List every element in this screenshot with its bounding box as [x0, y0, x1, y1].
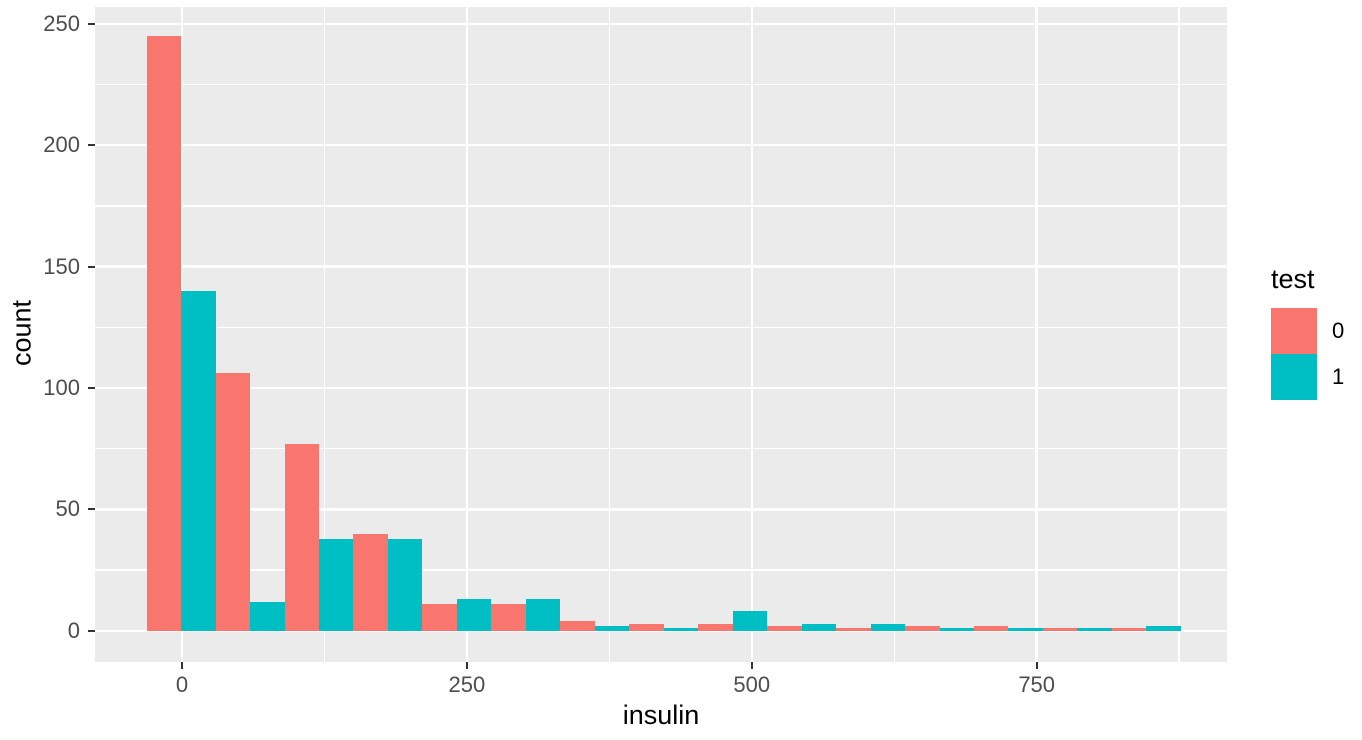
major-gridline-x	[1035, 7, 1038, 662]
histogram-bar	[870, 623, 906, 631]
legend-key-swatch	[1271, 308, 1317, 354]
minor-gridline-x	[323, 7, 326, 662]
x-axis-title: insulin	[622, 700, 700, 730]
histogram-bar	[905, 626, 940, 631]
x-tick-label: 250	[448, 672, 486, 697]
histogram-bar	[974, 626, 1009, 631]
y-tick-label: 50	[55, 496, 80, 522]
legend-item: 1	[1271, 354, 1362, 400]
x-tick-mark	[750, 662, 753, 669]
x-tick-mark	[465, 662, 468, 669]
y-tick-label: 150	[43, 253, 80, 279]
y-tick-label: 100	[43, 375, 80, 401]
histogram-bar	[836, 628, 871, 631]
major-gridline-y	[95, 629, 1227, 633]
y-tick-mark	[88, 387, 95, 390]
x-tick-label: 500	[733, 672, 771, 697]
minor-gridline-y	[95, 205, 1227, 207]
histogram-bar	[698, 623, 733, 631]
histogram-bar	[767, 626, 802, 631]
histogram-bar	[284, 443, 319, 631]
x-tick-mark	[180, 662, 183, 669]
minor-gridline-y	[95, 448, 1227, 450]
x-tick-label: 0	[175, 672, 189, 697]
major-gridline-y	[95, 386, 1227, 390]
y-tick-mark	[88, 629, 95, 632]
x-tick-label: 750	[1018, 672, 1056, 697]
histogram-bar	[181, 290, 216, 631]
histogram-bar	[1077, 628, 1112, 631]
major-gridline-x	[465, 7, 469, 662]
minor-gridline-y	[95, 569, 1227, 571]
major-gridline-y	[95, 508, 1227, 511]
histogram-bar	[1146, 626, 1181, 631]
legend-item: 0	[1271, 308, 1362, 354]
histogram-bar	[491, 604, 526, 631]
histogram-bar	[353, 533, 388, 631]
histogram-bar	[250, 601, 285, 631]
y-tick-mark	[88, 144, 95, 147]
major-gridline-y	[95, 143, 1227, 147]
x-tick-mark	[1035, 662, 1038, 669]
plot-panel	[95, 7, 1227, 662]
histogram-bar	[629, 623, 664, 631]
histogram-bar	[318, 538, 354, 631]
y-tick-mark	[88, 265, 95, 268]
histogram-bar	[525, 599, 561, 631]
histogram-bar	[1111, 628, 1147, 631]
minor-gridline-x	[1178, 7, 1180, 662]
legend-key-swatch	[1271, 354, 1317, 400]
legend-label: 0	[1332, 318, 1345, 343]
major-gridline-x	[750, 7, 754, 662]
histogram-bar	[801, 623, 837, 631]
histogram-bar	[939, 628, 974, 631]
legend-title: test	[1271, 264, 1315, 294]
legend-label: 1	[1332, 364, 1345, 389]
minor-gridline-x	[893, 7, 895, 662]
y-tick-label: 250	[43, 10, 80, 36]
histogram-bar	[146, 35, 182, 631]
y-axis-title: count	[6, 299, 37, 367]
histogram-bar	[732, 611, 768, 631]
histogram-bar	[560, 621, 595, 631]
minor-gridline-y	[95, 326, 1227, 329]
histogram-bar	[1008, 628, 1043, 631]
histogram-bar	[1042, 628, 1078, 631]
histogram-bar	[215, 373, 251, 631]
histogram-bar	[422, 604, 457, 631]
y-tick-label: 200	[43, 132, 80, 158]
minor-gridline-y	[95, 83, 1227, 86]
y-tick-label: 0	[67, 617, 80, 643]
major-gridline-y	[95, 22, 1227, 25]
histogram-bar	[456, 599, 492, 631]
major-gridline-y	[95, 265, 1227, 268]
histogram-bar	[663, 628, 699, 631]
histogram-bar	[594, 626, 630, 631]
y-tick-mark	[88, 508, 95, 511]
minor-gridline-x	[608, 7, 610, 662]
histogram-bar	[387, 538, 423, 631]
y-tick-mark	[88, 22, 95, 25]
